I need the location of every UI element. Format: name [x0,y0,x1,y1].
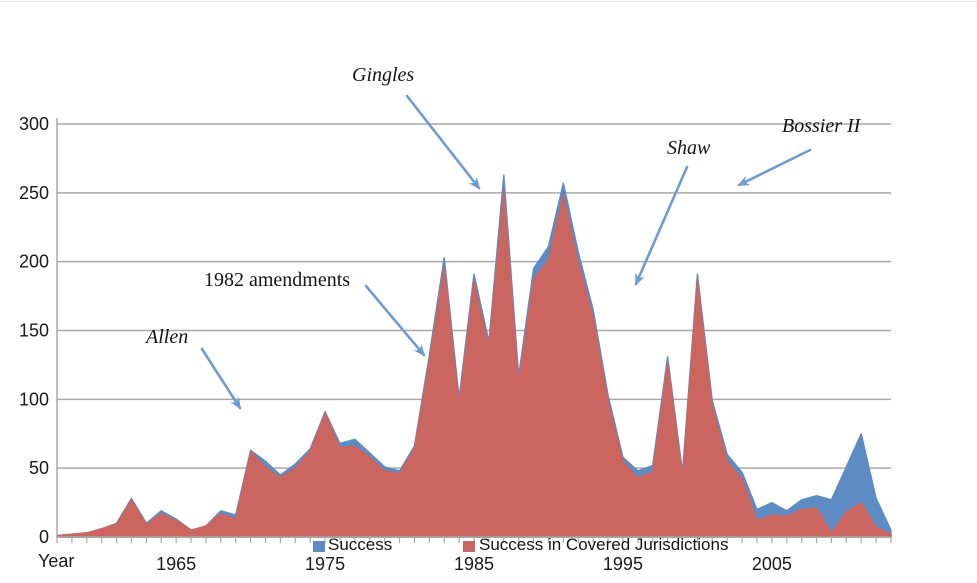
y-tick-label-50: 50 [29,458,49,478]
y-tick-label-150: 150 [19,320,49,340]
y-tick-label-200: 200 [19,252,49,272]
page-top-border [0,1,977,2]
x-axis-title: Year [38,551,75,571]
x-tick-label-2005: 2005 [752,554,792,574]
annotation-arrow-bossier-ii [737,148,812,187]
y-tick-label-100: 100 [19,389,49,409]
annotation-allen: Allen [146,326,189,348]
annotation-1982-amendments: 1982 amendments [204,269,351,291]
x-tick-label-1985: 1985 [454,554,494,574]
legend-label-covered-jurisdictions: Success in Covered Jurisdictions [479,535,729,554]
annotation-bossier-ii: Bossier II [782,115,861,137]
x-tick-label-1965: 1965 [156,554,196,574]
y-tick-label-0: 0 [39,527,49,547]
annotation-arrow-1982-amendments [364,284,426,357]
x-tick-label-1995: 1995 [603,554,643,574]
legend-label-success: Success [328,535,393,554]
area-series-success-in-covered-jurisdictions [56,189,892,538]
x-tick-label-1975: 1975 [305,554,345,574]
y-tick-label-250: 250 [19,183,49,203]
annotation-gingles: Gingles [352,64,415,86]
annotation-arrow-shaw [634,165,689,286]
annotation-shaw: Shaw [667,137,711,159]
legend-swatch-success [313,541,325,552]
y-tick-label-300: 300 [19,114,49,134]
annotation-arrow-allen [200,347,242,410]
legend-swatch-covered-jurisdictions [463,541,475,552]
annotation-arrow-gingles [405,94,481,190]
